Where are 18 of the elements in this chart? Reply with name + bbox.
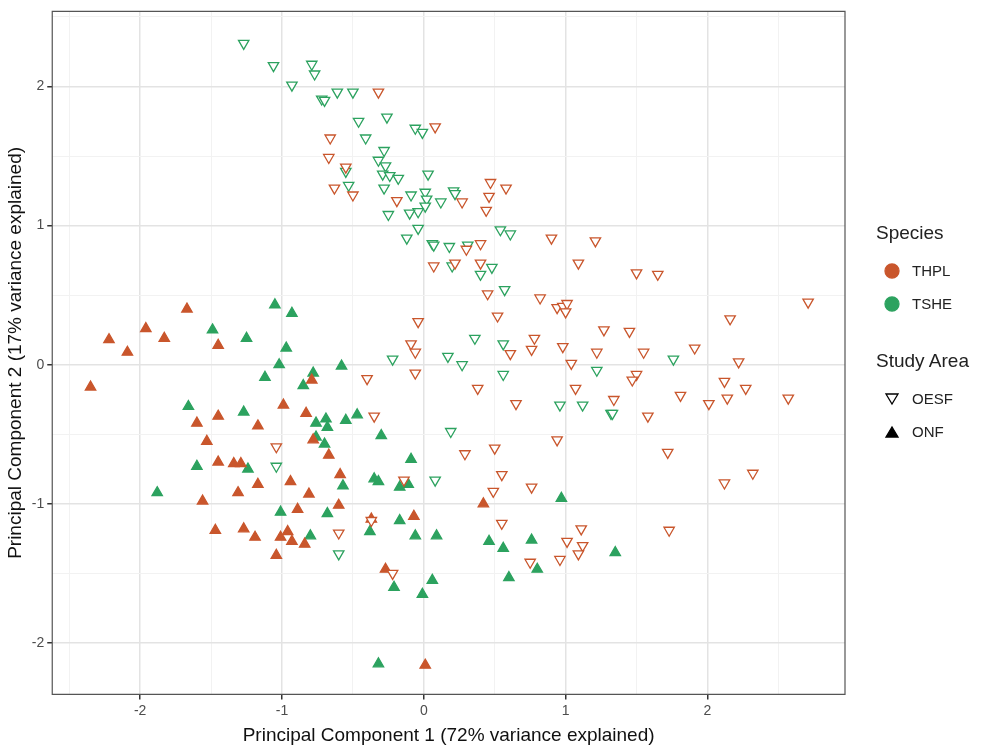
y-axis-title: Principal Component 2 (17% variance explained) [3, 146, 25, 559]
legend-label: THPL [912, 262, 951, 279]
x-tick-label: -1 [275, 701, 289, 718]
y-tick-label: 2 [36, 77, 45, 94]
legend-title: Species [876, 222, 945, 244]
y-tick-label: 1 [36, 216, 45, 233]
x-axis-title: Principal Component 1 (72% variance explained) [242, 723, 655, 745]
y-tick-label: -1 [31, 494, 45, 511]
y-tick-label: -2 [31, 633, 45, 650]
y-tick-label: 0 [36, 355, 45, 372]
text: Study Area [876, 350, 969, 372]
x-tick-label: 2 [703, 701, 712, 718]
x-tick-label: 1 [561, 701, 570, 718]
legend-label: TSHE [912, 295, 953, 312]
x-tick-label: -2 [133, 701, 147, 718]
text: OESF [912, 390, 953, 407]
text: ONF [912, 423, 944, 440]
x-tick-label: 0 [419, 701, 428, 718]
